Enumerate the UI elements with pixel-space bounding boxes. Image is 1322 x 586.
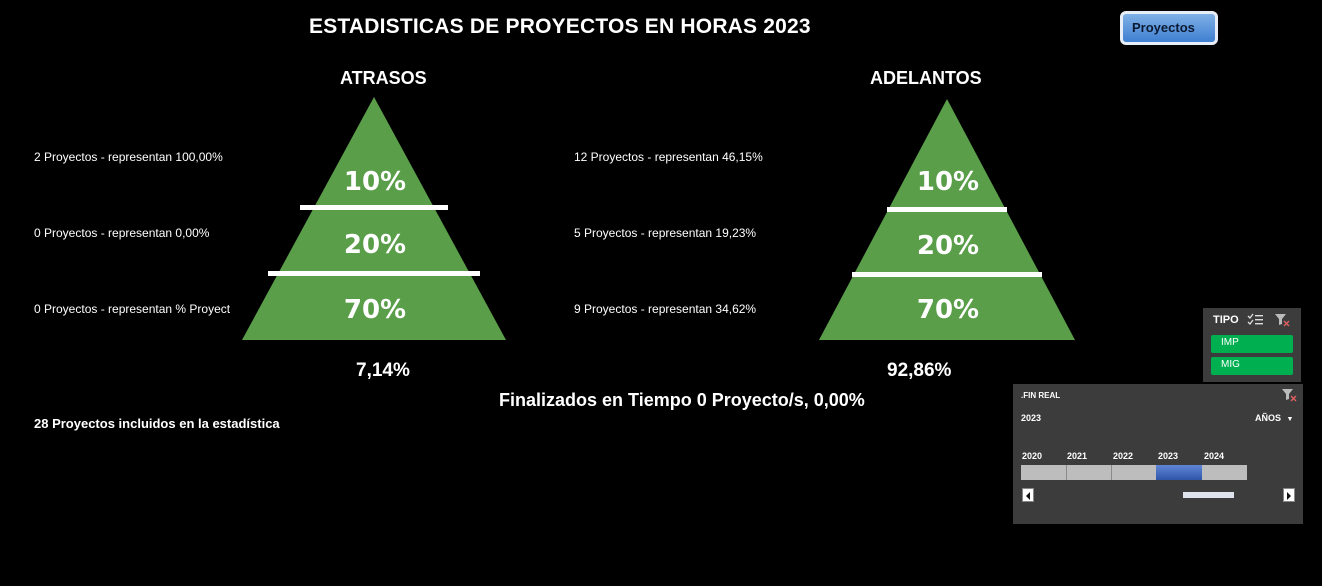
atrasos-percentage: 7,14% — [356, 360, 410, 381]
atrasos-row-3: 0 Proyectos - representan % Proyect — [34, 302, 231, 316]
fin-real-selected: 2023 — [1021, 413, 1042, 423]
adelantos-level-1: 10% — [917, 167, 979, 197]
timeline-scrollbar[interactable] — [1183, 492, 1234, 498]
atrasos-divider-1 — [300, 205, 448, 210]
atrasos-level-2: 20% — [344, 230, 406, 260]
total-projects-text: 28 Proyectos incluidos en la estadística — [34, 416, 280, 431]
scroll-left-button[interactable] — [1022, 488, 1034, 502]
period-label: AÑOS — [1255, 413, 1282, 423]
adelantos-row-2: 5 Proyectos - representan 19,23% — [574, 226, 757, 240]
adelantos-title: ADELANTOS — [870, 68, 982, 88]
fin-real-title: .FIN REAL — [1021, 391, 1061, 400]
atrasos-level-3: 70% — [344, 295, 406, 325]
year-label-2021: 2021 — [1067, 451, 1088, 461]
atrasos-divider-2 — [268, 271, 480, 276]
multi-select-icon[interactable] — [1247, 313, 1263, 327]
atrasos-pyramid: 10% 20% 70% — [242, 97, 506, 340]
clear-filter-icon[interactable] — [1281, 388, 1297, 402]
finalizados-text: Finalizados en Tiempo 0 Proyecto/s, 0,00… — [499, 390, 865, 410]
adelantos-divider-1 — [887, 207, 1007, 212]
tipo-slicer-title: TIPO — [1213, 314, 1239, 326]
adelantos-level-2: 20% — [917, 231, 979, 261]
selected-year-range[interactable] — [1156, 465, 1202, 480]
atrasos-level-1: 10% — [344, 167, 406, 197]
page-title: ESTADISTICAS DE PROYECTOS EN HORAS 2023 — [309, 15, 811, 38]
adelantos-percentage: 92,86% — [887, 360, 952, 381]
arrow-right-icon — [1287, 492, 1291, 500]
year-label-2022: 2022 — [1113, 451, 1134, 461]
adelantos-level-3: 70% — [917, 295, 979, 325]
adelantos-row-3: 9 Proyectos - representan 34,62% — [574, 302, 757, 316]
tipo-item-imp[interactable]: IMP — [1211, 335, 1293, 353]
clear-filter-icon[interactable] — [1274, 313, 1290, 327]
adelantos-pyramid: 10% 20% 70% — [819, 99, 1075, 340]
chevron-down-icon: ▼ — [1286, 416, 1294, 423]
tipo-slicer: TIPO IMP MIG — [1203, 308, 1301, 382]
scroll-right-button[interactable] — [1283, 488, 1295, 502]
adelantos-divider-2 — [852, 272, 1042, 277]
fin-real-timeline: .FIN REAL 2023 AÑOS ▼ 2020 2021 2022 202… — [1013, 384, 1303, 524]
atrasos-row-1: 2 Proyectos - representan 100,00% — [34, 150, 223, 164]
year-track[interactable] — [1021, 465, 1247, 480]
atrasos-title: ATRASOS — [340, 68, 427, 88]
arrow-left-icon — [1026, 492, 1030, 500]
year-divider — [1111, 465, 1112, 480]
year-label-2024: 2024 — [1204, 451, 1225, 461]
atrasos-pyramid-shape — [242, 97, 506, 340]
atrasos-row-2: 0 Proyectos - representan 0,00% — [34, 226, 210, 240]
tipo-item-mig[interactable]: MIG — [1211, 357, 1293, 375]
year-divider — [1066, 465, 1067, 480]
adelantos-pyramid-shape — [819, 99, 1075, 340]
period-dropdown[interactable]: AÑOS ▼ — [1255, 413, 1293, 423]
proyectos-button[interactable]: Proyectos — [1120, 11, 1218, 45]
year-label-2023: 2023 — [1158, 451, 1179, 461]
adelantos-row-1: 12 Proyectos - representan 46,15% — [574, 150, 763, 164]
year-label-2020: 2020 — [1022, 451, 1043, 461]
